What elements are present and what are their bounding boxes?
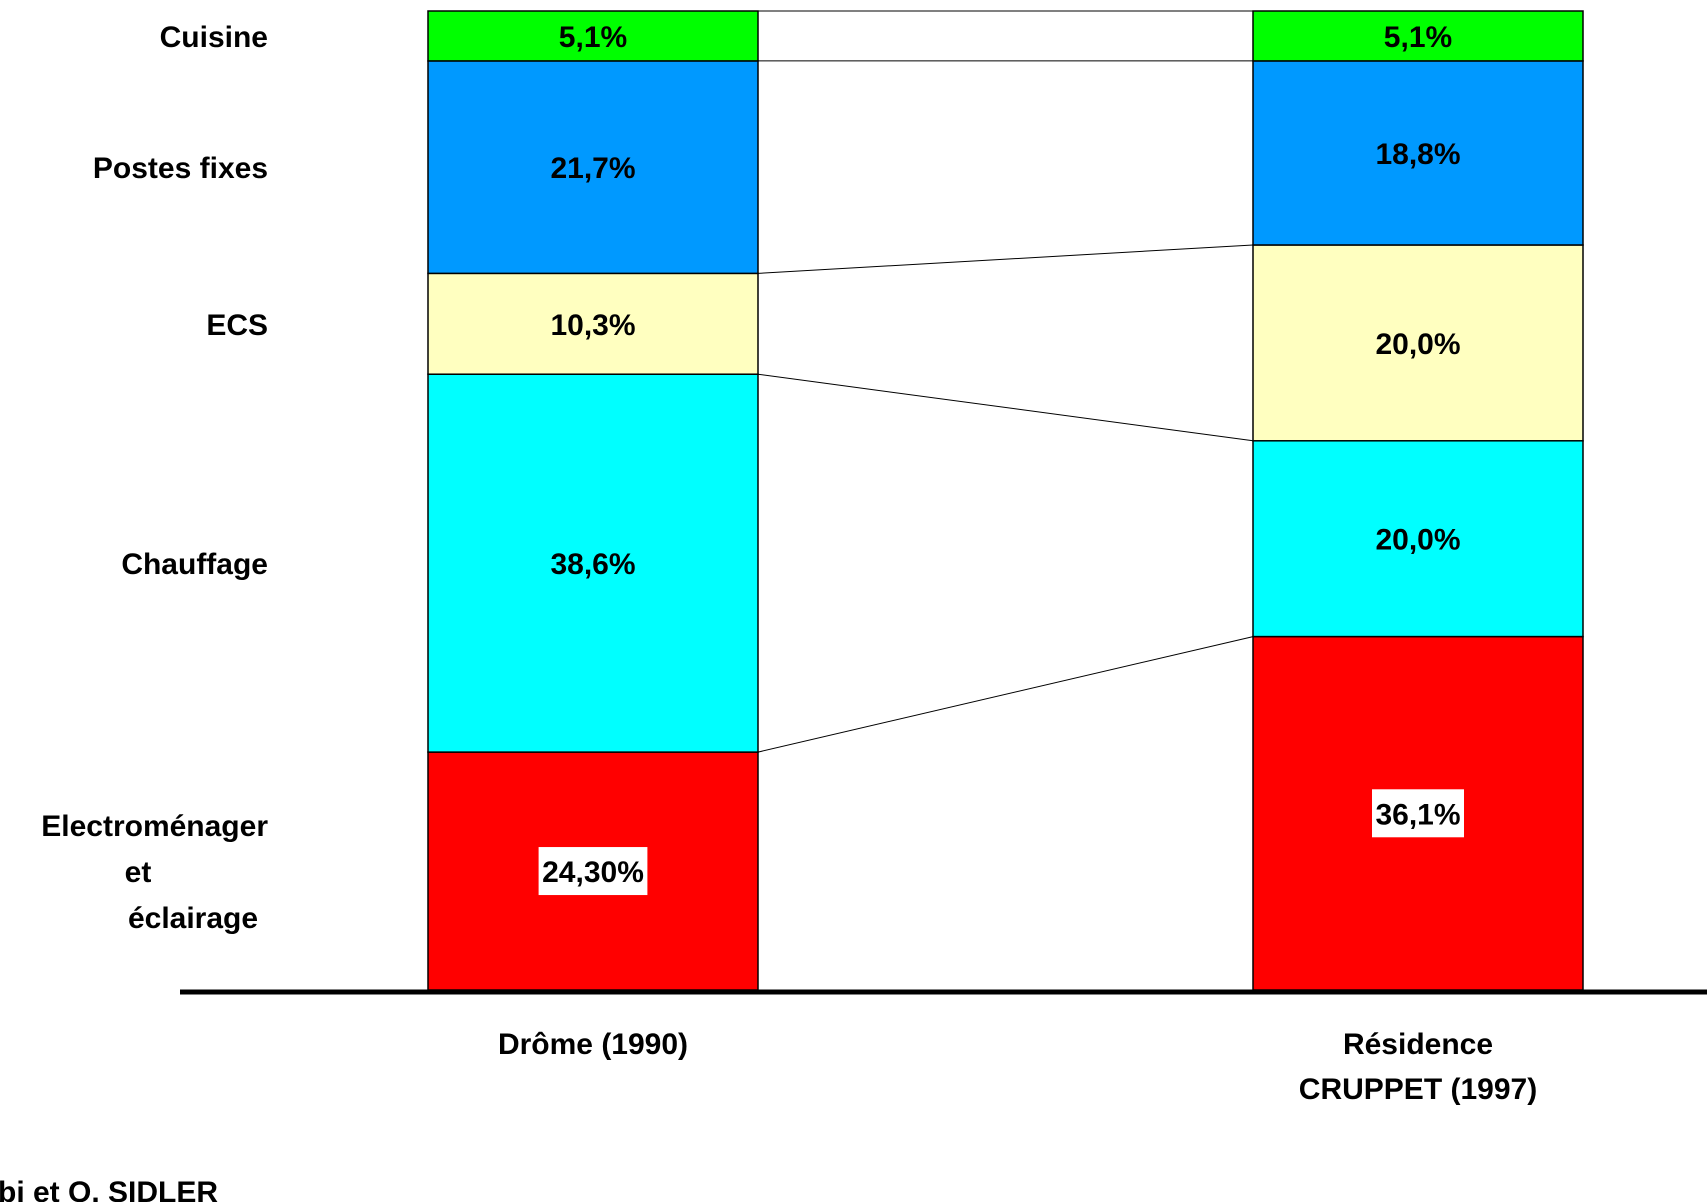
bar-segment-cuisine-1 [427, 10, 759, 62]
bar-segment-chauffage-1 [427, 373, 759, 753]
value-label-postes-fixes-1: 21,7% [550, 152, 635, 185]
bar-segment-postes-fixes-1 [427, 60, 759, 275]
connector-line-chauffage [757, 373, 1254, 442]
value-labels-group: 24,30% 38,6% 10,3% 21,7% 5,1% 36,1% 20,0% 20,0%… [538, 21, 1464, 896]
bar-segment-cuisine-2 [1252, 10, 1584, 62]
value-label-postes-fixes-2: 18,8% [1375, 138, 1460, 171]
value-label-electromenager-et-eclairage-2: 36,1% [1375, 798, 1460, 831]
value-label-box [1372, 789, 1464, 838]
value-label-electromenager-et-eclairage-1: 24,30% [542, 856, 644, 889]
series-labels-group: Electroménager et éclairage Chauffage ECS Pos… [41, 21, 268, 935]
category-labels-group: Drôme (1990) Résidence CRUPPET (1997) [498, 1028, 1537, 1106]
bar-segment-postes-fixes-2 [1252, 60, 1584, 246]
bars-group [427, 10, 1584, 991]
value-label-chauffage-1: 38,6% [550, 548, 635, 581]
value-label-ecs-2: 20,0% [1375, 328, 1460, 361]
category-label-2: Résidence CRUPPET (1997) [1299, 1028, 1537, 1106]
value-label-ecs-1: 10,3% [550, 309, 635, 342]
bar-segment-ecs-1 [427, 272, 759, 375]
credit-text: bi et O. SIDLER [0, 1176, 218, 1202]
connector-line-electromenager-et-eclairage [757, 636, 1254, 753]
value-label-cuisine-2: 5,1% [1384, 21, 1452, 54]
value-label-chauffage-2: 20,0% [1375, 524, 1460, 557]
series-label-postes-fixes: Postes fixes [93, 152, 268, 185]
bar-segment-chauffage-2 [1252, 440, 1584, 638]
bar-segment-ecs-2 [1252, 244, 1584, 442]
value-label-box [538, 847, 648, 896]
category-label-1: Drôme (1990) [498, 1028, 688, 1061]
connector-line-ecs [757, 244, 1254, 274]
value-label-cuisine-1: 5,1% [559, 21, 627, 54]
series-label-electromenager-et-eclairage: Electroménager et éclairage [41, 810, 268, 935]
series-label-chauffage: Chauffage [121, 548, 268, 581]
series-connector-lines [757, 10, 1254, 753]
series-label-cuisine: Cuisine [160, 21, 268, 54]
series-label-ecs: ECS [206, 309, 268, 342]
